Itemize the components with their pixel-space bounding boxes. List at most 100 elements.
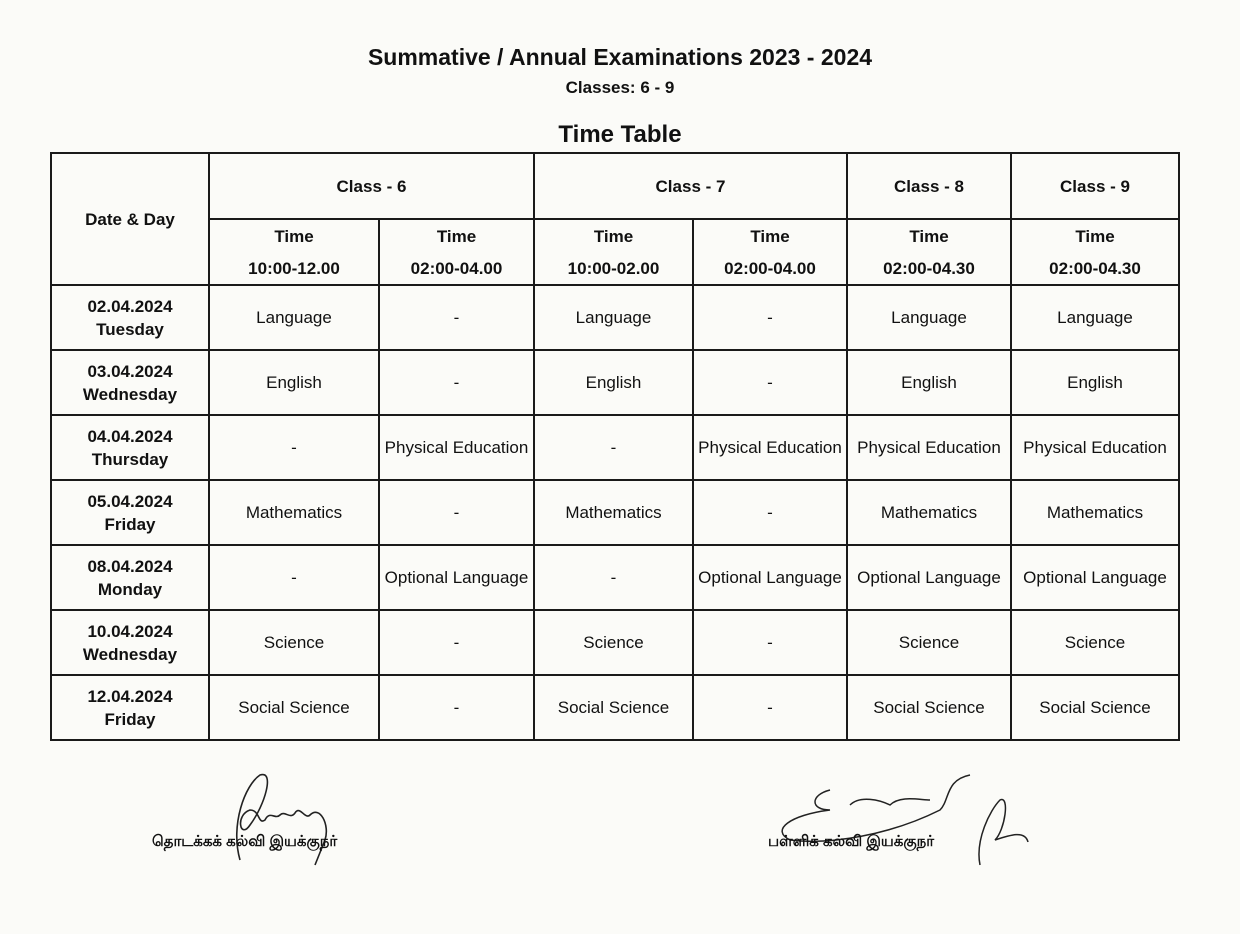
time-range: 10:00-02.00 xyxy=(567,258,660,278)
date: 02.04.2024 xyxy=(87,296,173,316)
subject-cell: - xyxy=(533,544,694,611)
time-range: 02:00-04.30 xyxy=(883,258,975,278)
subject-cell: Optional Language xyxy=(1010,544,1180,611)
subject-cell: Physical Education xyxy=(1010,414,1180,481)
table-row: 10.04.2024 Wednesday Science - Science - Scien… xyxy=(50,609,1180,676)
subject-cell: Science xyxy=(208,609,380,676)
subject-cell: English xyxy=(846,349,1012,416)
subject-cell: Science xyxy=(533,609,694,676)
date: 04.04.2024 xyxy=(87,426,173,446)
time-slot-header: Time 02:00-04.00 xyxy=(692,218,848,286)
classes-subtitle: Classes: 6 - 9 xyxy=(565,78,675,97)
time-slot-header: Time 02:00-04.30 xyxy=(846,218,1012,286)
subject-cell: - xyxy=(208,414,380,481)
table-row: 12.04.2024 Friday Social Science - Social Sc… xyxy=(50,674,1180,741)
subject-cell: Optional Language xyxy=(846,544,1012,611)
subject-cell: Optional Language xyxy=(692,544,848,611)
date-cell: 04.04.2024 Thursday xyxy=(50,414,210,481)
subject-cell: - xyxy=(692,609,848,676)
time-label: Time xyxy=(750,226,790,246)
time-label: Time xyxy=(909,226,949,246)
time-label: Time xyxy=(1075,226,1115,246)
subject-cell: - xyxy=(378,674,535,741)
subject-cell: - xyxy=(378,349,535,416)
time-range: 02:00-04.00 xyxy=(724,258,816,278)
time-range: 10:00-12.00 xyxy=(248,258,340,278)
subject-cell: Social Science xyxy=(846,674,1012,741)
subject-cell: - xyxy=(692,674,848,741)
subject-cell: Science xyxy=(1010,609,1180,676)
subject-cell: Science xyxy=(846,609,1012,676)
date: 10.04.2024 xyxy=(87,621,173,641)
subject-cell: Language xyxy=(533,284,694,351)
time-label: Time xyxy=(436,226,477,246)
time-slot-header: Time 10:00-02.00 xyxy=(533,218,694,286)
class-header: Class - 6 xyxy=(208,152,535,220)
date: 08.04.2024 xyxy=(87,556,173,576)
subject-cell: Optional Language xyxy=(378,544,535,611)
time-slot-header: Time 10:00-12.00 xyxy=(208,218,380,286)
date-cell: 12.04.2024 Friday xyxy=(50,674,210,741)
signature-label-right: பள்ளிக் கல்வி இயக்குநர் xyxy=(768,833,935,850)
date-cell: 08.04.2024 Monday xyxy=(50,544,210,611)
table-row: 05.04.2024 Friday Mathematics - Mathematics -… xyxy=(50,479,1180,546)
time-label: Time xyxy=(274,226,314,246)
subject-cell: - xyxy=(692,284,848,351)
subject-cell: Language xyxy=(846,284,1012,351)
signature-right xyxy=(781,774,1029,866)
date-day-header: Date & Day xyxy=(50,152,210,286)
day: Thursday xyxy=(91,449,169,469)
date: 03.04.2024 xyxy=(87,361,173,381)
timetable-heading: Time Table xyxy=(558,121,682,148)
class-header: Class - 9 xyxy=(1010,152,1180,220)
signature-left xyxy=(236,773,328,866)
subject-cell: - xyxy=(692,349,848,416)
day: Wednesday xyxy=(82,384,178,404)
subject-cell: English xyxy=(533,349,694,416)
subject-cell: - xyxy=(208,544,380,611)
subject-cell: Social Science xyxy=(533,674,694,741)
subject-cell: Mathematics xyxy=(533,479,694,546)
subject-cell: - xyxy=(378,284,535,351)
subject-cell: - xyxy=(533,414,694,481)
subject-cell: Mathematics xyxy=(1010,479,1180,546)
subject-cell: Physical Education xyxy=(692,414,848,481)
subject-cell: - xyxy=(378,609,535,676)
date-cell: 10.04.2024 Wednesday xyxy=(50,609,210,676)
subject-cell: Mathematics xyxy=(846,479,1012,546)
signature-label-left: தொடக்கக் கல்வி இயக்குநர் xyxy=(152,833,338,850)
class-header: Class - 8 xyxy=(846,152,1012,220)
date-cell: 05.04.2024 Friday xyxy=(50,479,210,546)
day: Wednesday xyxy=(82,644,178,664)
subject-cell: Language xyxy=(208,284,380,351)
subject-cell: English xyxy=(1010,349,1180,416)
time-label: Time xyxy=(593,226,634,246)
subject-cell: Physical Education xyxy=(378,414,535,481)
date-cell: 03.04.2024 Wednesday xyxy=(50,349,210,416)
time-range: 02:00-04.00 xyxy=(410,258,503,278)
table-row: 04.04.2024 Thursday - Physical Education - Ph… xyxy=(50,414,1180,481)
time-slot-header: Time 02:00-04.30 xyxy=(1010,218,1180,286)
subject-cell: Language xyxy=(1010,284,1180,351)
document-title: Summative / Annual Examinations 2023 - 2… xyxy=(367,44,873,70)
time-range: 02:00-04.30 xyxy=(1049,258,1141,278)
subject-cell: Social Science xyxy=(1010,674,1180,741)
date: 05.04.2024 xyxy=(87,491,173,511)
date: 12.04.2024 xyxy=(87,686,173,706)
subject-cell: - xyxy=(692,479,848,546)
time-slot-header: Time 02:00-04.00 xyxy=(378,218,535,286)
day: Monday xyxy=(97,579,163,599)
exam-timetable: Date & Day Class - 6 Class - 7 Class - 8… xyxy=(50,152,1180,741)
class-header: Class - 7 xyxy=(533,152,848,220)
subject-cell: Social Science xyxy=(208,674,380,741)
day: Tuesday xyxy=(96,319,164,339)
table-row: 08.04.2024 Monday - Optional Language - Optio… xyxy=(50,544,1180,611)
day: Friday xyxy=(104,709,156,729)
subject-cell: - xyxy=(378,479,535,546)
subject-cell: English xyxy=(208,349,380,416)
date-cell: 02.04.2024 Tuesday xyxy=(50,284,210,351)
subject-cell: Mathematics xyxy=(208,479,380,546)
table-row: 03.04.2024 Wednesday English - English - Engli… xyxy=(50,349,1180,416)
subject-cell: Physical Education xyxy=(846,414,1012,481)
day: Friday xyxy=(104,514,156,534)
